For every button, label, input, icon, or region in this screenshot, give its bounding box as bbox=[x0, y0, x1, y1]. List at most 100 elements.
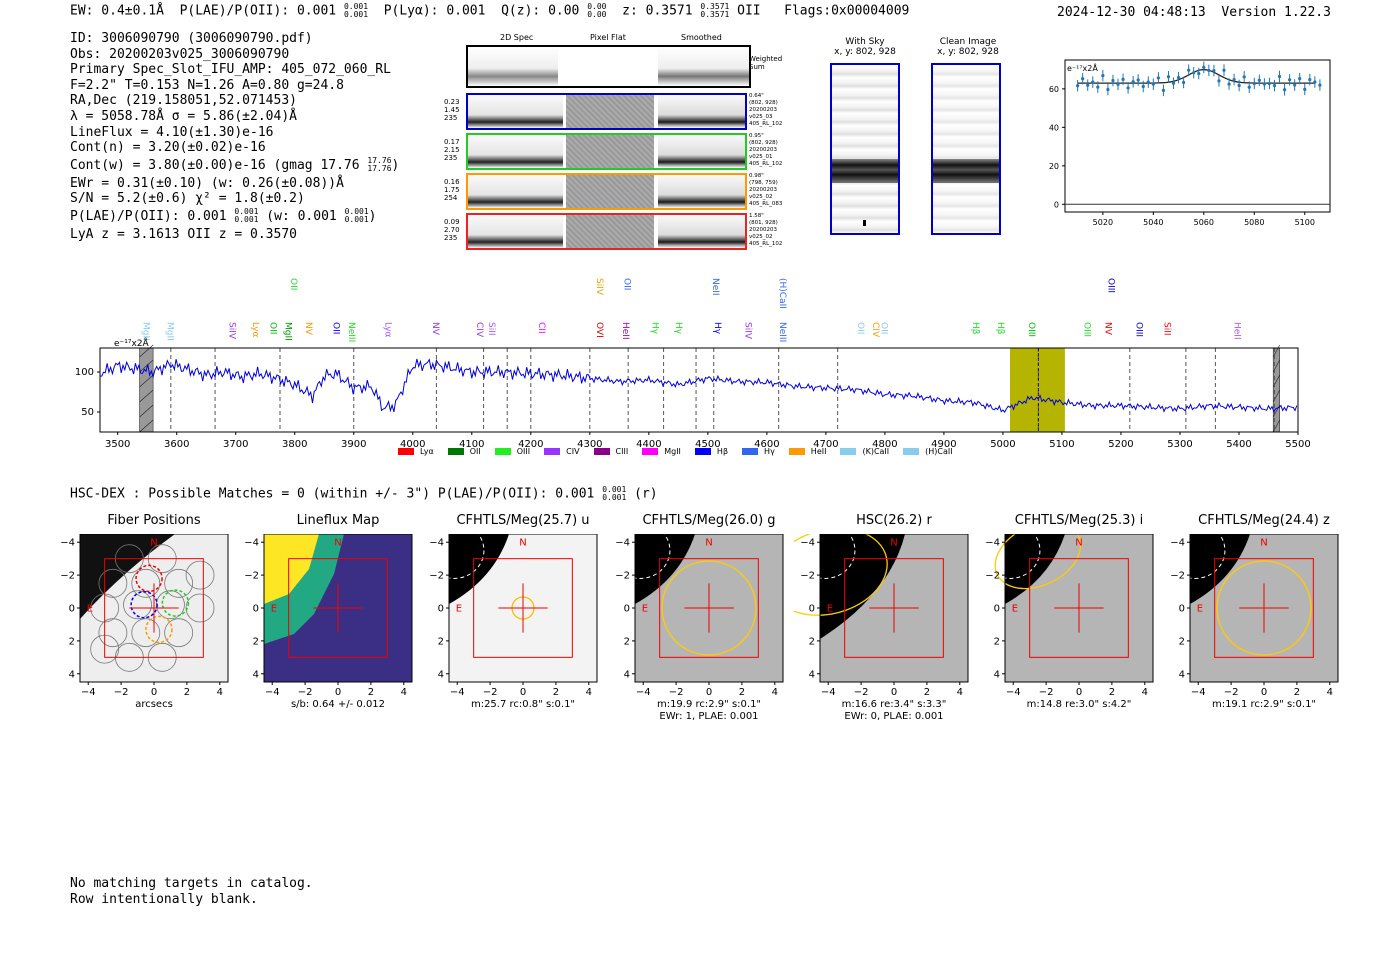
emission-line-label: NeII bbox=[710, 278, 720, 296]
legend-swatch bbox=[840, 448, 857, 455]
emission-line-label-text: NeII bbox=[710, 278, 720, 296]
panel-xtick-label: 2 bbox=[368, 687, 374, 698]
fiber-circle bbox=[164, 618, 194, 648]
spectrum-xtick-label: 4100 bbox=[459, 439, 484, 450]
qz-fraction: 0.00 0.00 bbox=[587, 2, 607, 19]
spectrum-xtick-label: 3700 bbox=[223, 439, 248, 450]
spectrum-xtick-label: 5000 bbox=[990, 439, 1015, 450]
zoom-data-point bbox=[1166, 75, 1171, 79]
emission-line-label: SiII bbox=[1162, 322, 1172, 336]
panel-ytick-label: −2 bbox=[985, 571, 1000, 582]
emission-line-label: NeIII bbox=[346, 322, 356, 342]
emission-line-label-text: MgII bbox=[141, 322, 151, 341]
qz-label: Q(z): 0.00 bbox=[501, 3, 580, 19]
panel-ytick-label: 4 bbox=[253, 669, 259, 680]
emission-line-label-text: Lyα bbox=[250, 322, 260, 338]
zoom-data-point bbox=[1146, 80, 1150, 84]
emission-line-label-text: MgII bbox=[282, 322, 292, 341]
panel-xtick-label: −4 bbox=[1006, 687, 1021, 698]
panel-ytick-label: 0 bbox=[809, 604, 815, 615]
emission-line-label: OVI bbox=[594, 322, 604, 338]
emission-line-label-text: OII bbox=[855, 322, 865, 334]
emission-line-label-text: NV bbox=[303, 322, 313, 336]
legend-label: Lyα bbox=[420, 447, 434, 456]
red-box bbox=[1214, 558, 1314, 658]
legend-entry: (H)CaII bbox=[903, 447, 953, 456]
version-text: Version 1.22.3 bbox=[1221, 5, 1331, 20]
legend-swatch bbox=[694, 448, 711, 455]
panel-xtick-label: 0 bbox=[520, 687, 526, 698]
panel-ytick-label: −4 bbox=[1170, 538, 1185, 549]
panel-xtick-label: 0 bbox=[891, 687, 897, 698]
masked-band-hatch bbox=[139, 359, 154, 373]
emission-line-label: OII bbox=[878, 322, 888, 334]
info-line: RA,Dec (219.158051,52.071453) bbox=[70, 93, 297, 109]
legend-label: (K)CaII bbox=[862, 447, 890, 456]
fiber-circle bbox=[131, 618, 161, 648]
plae-label: P(LAE)/P(OII): 0.001 bbox=[179, 3, 337, 19]
zoom-ytick-label: 60 bbox=[1049, 85, 1059, 94]
panel-xtick-label: −2 bbox=[1224, 687, 1239, 698]
panel-dark-blob bbox=[820, 534, 905, 639]
emission-line-label-text: SiIV bbox=[226, 322, 236, 340]
north-label: N bbox=[705, 538, 712, 549]
panel-caption: m:19.9 rc:2.9" s:0.1" bbox=[657, 699, 761, 710]
zoom-data-point bbox=[1242, 75, 1246, 79]
emission-line-label-text: OII bbox=[288, 278, 298, 290]
zoom-ytick-label: 40 bbox=[1049, 123, 1059, 132]
emission-line-label-text: HeII bbox=[1231, 322, 1241, 340]
zoom-data-point bbox=[1101, 74, 1105, 78]
zoom-data-point bbox=[1131, 80, 1135, 84]
panel-ytick-label: −4 bbox=[800, 538, 815, 549]
emission-line-label: Hβ bbox=[970, 322, 980, 335]
zoom-xtick-label: 5040 bbox=[1143, 218, 1163, 227]
zoom-data-point bbox=[1207, 68, 1211, 73]
fiber-circle-green bbox=[161, 589, 190, 617]
ewr-line: EWr = 0.31(±0.10) (w: 0.26(±0.08))Å bbox=[70, 175, 344, 191]
panel-xtick-label: −4 bbox=[265, 687, 280, 698]
zoom-data-point bbox=[1227, 82, 1231, 86]
zoom-data-point bbox=[1081, 77, 1085, 81]
legend-label: CIII bbox=[615, 447, 629, 456]
image-panel-title: CFHTLS/Meg(26.0) g bbox=[642, 513, 776, 528]
zoom-xtick-label: 5100 bbox=[1295, 218, 1315, 227]
red-box bbox=[288, 558, 388, 658]
panel-xtick-label: −4 bbox=[1191, 687, 1206, 698]
panel-ytick-label: −4 bbox=[985, 538, 1000, 549]
emission-line-label-text: NV bbox=[1103, 322, 1113, 336]
emission-line-label-text: MgII bbox=[164, 322, 174, 341]
zoom-data-point bbox=[1288, 78, 1292, 82]
legend-entry: OIII bbox=[494, 447, 530, 456]
image-panel: N E −4 −4 −2 −2 0 0 2 2 4 4 m:19.1 rc:2.9" s:0.1" bbox=[1164, 534, 1339, 710]
cutout-row-meta: 0.98" (798, 759) 20200203 v025_02 405_RL_083 bbox=[749, 173, 783, 207]
zoom-data-point bbox=[1121, 77, 1125, 81]
info-line: Obs: 20200203v025_3006090790 bbox=[70, 46, 290, 62]
zoom-ytick-label: 20 bbox=[1049, 162, 1059, 171]
panel-xtick-label: −2 bbox=[669, 687, 684, 698]
east-label: E bbox=[87, 603, 93, 614]
panel-xtick-label: −2 bbox=[114, 687, 129, 698]
zoom-data-point bbox=[1267, 81, 1272, 86]
legend-entry: HeII bbox=[788, 447, 826, 456]
plae-fraction: 0.001 0.001 bbox=[343, 2, 369, 19]
with-sky-title: With Sky x, y: 802, 928 bbox=[834, 37, 896, 57]
info-line: F=2.2" T=0.153 N=1.26 A=0.80 g=24.8 bbox=[70, 77, 344, 93]
sn-line: S/N = 5.2(±0.6) χ² = 1.8(±0.2) bbox=[70, 191, 305, 207]
zoom-data-point bbox=[1187, 68, 1191, 72]
spectrum-line-chart: 3500 3600 3700 3800 3900 4000 4100 4200 4300 4400… bbox=[75, 337, 1311, 450]
fiber-circle-red bbox=[135, 564, 163, 593]
masked-band-hatch bbox=[1272, 419, 1280, 433]
emission-line-label-text: NeIII bbox=[777, 322, 787, 342]
panel-ytick-label: 2 bbox=[438, 636, 444, 647]
zoom-data-point bbox=[1252, 81, 1256, 86]
emission-line-label: NV bbox=[1103, 322, 1113, 336]
emission-line-label-text: NeIII bbox=[346, 322, 356, 342]
cutout-row-stats: 0.16 1.75 254 bbox=[444, 178, 460, 202]
info-block: ID: 3006090790 (3006090790.pdf) Obs: 202… bbox=[70, 31, 399, 243]
emission-line-label: MgII bbox=[141, 322, 151, 341]
spectrum-unit-label: e⁻¹⁷x2Å bbox=[114, 337, 150, 349]
spectrum-ytick-label: 100 bbox=[75, 367, 94, 378]
emission-line-label-text: OIII bbox=[1026, 322, 1036, 337]
emission-line-label: (H)CaII bbox=[777, 278, 787, 309]
emission-line-label: CIV bbox=[870, 322, 880, 338]
